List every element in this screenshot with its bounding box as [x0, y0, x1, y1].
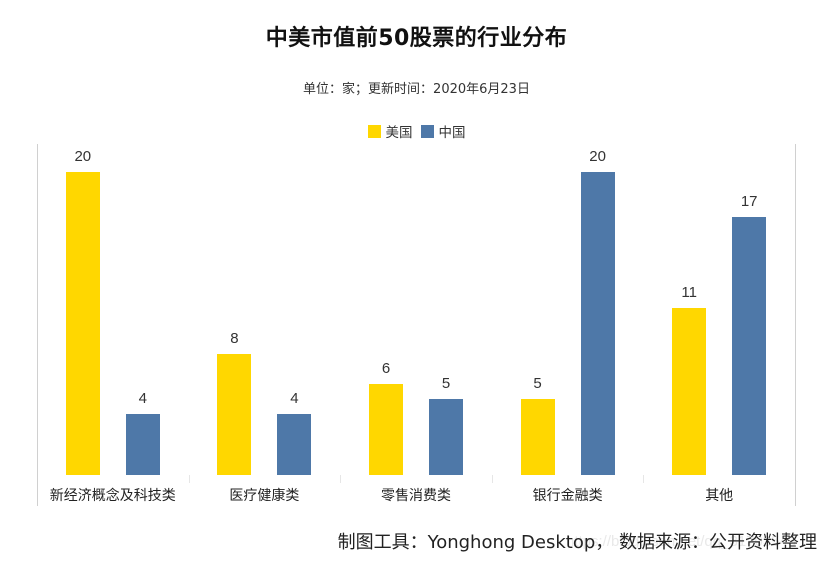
chart-subtitle: 单位：家；更新时间：2020年6月23日 — [303, 82, 530, 97]
bar-us[interactable] — [369, 384, 403, 475]
legend-swatch-cn-icon — [420, 124, 434, 138]
bar-cn[interactable] — [732, 217, 767, 475]
legend-item-us[interactable]: 美国 — [367, 121, 413, 141]
legend: 美国 中国 — [0, 121, 833, 141]
chart-title: 中美市值前50股票的行业分布 — [265, 26, 568, 51]
category-label: 医疗健康类 — [229, 488, 300, 504]
bar-cn[interactable] — [429, 399, 463, 475]
category-label: 零售消费类 — [380, 488, 451, 504]
legend-label-cn: 中国 — [438, 125, 466, 141]
bar-cn[interactable] — [125, 414, 160, 475]
bar-us[interactable] — [672, 308, 707, 475]
bar-value-label: 20 — [589, 148, 606, 165]
bar-value-label: 5 — [441, 375, 451, 393]
bar-cn[interactable] — [580, 172, 615, 475]
bar-value-label: 4 — [290, 390, 299, 408]
bar-value-label: 20 — [74, 148, 92, 165]
bar-value-label: 5 — [533, 375, 542, 393]
category-label: 新经济概念及科技类 — [49, 488, 176, 504]
category-tick — [188, 475, 190, 483]
bar-value-label: 6 — [381, 360, 391, 378]
category-tick — [340, 475, 342, 483]
bar-value-label: 4 — [138, 390, 147, 408]
right-axis-line — [795, 144, 796, 506]
bar-value-label: 8 — [230, 329, 239, 347]
bar-us[interactable] — [65, 172, 100, 475]
category-label: 银行金融类 — [532, 488, 603, 504]
bar-cn[interactable] — [277, 414, 312, 475]
bar-us[interactable] — [217, 353, 252, 475]
category-tick — [491, 475, 493, 483]
bar-value-label: 17 — [740, 193, 758, 211]
watermark: https://blog.csdn.net/qq_31703543 — [566, 533, 797, 550]
footer-source: 制图工具：Yonghong Desktop， 数据来源：公开资料整理 — [337, 532, 817, 553]
plot-area: 20 4 8 4 6 5 5 20 11 17 — [37, 144, 795, 475]
bar-us[interactable] — [520, 399, 555, 475]
bar-value-label: 11 — [681, 284, 697, 302]
legend-swatch-us-icon — [367, 124, 381, 138]
left-axis-line — [37, 144, 38, 506]
legend-item-cn[interactable]: 中国 — [420, 121, 466, 141]
legend-label-us: 美国 — [385, 125, 413, 141]
category-tick — [643, 475, 645, 483]
category-label: 其他 — [705, 488, 734, 504]
